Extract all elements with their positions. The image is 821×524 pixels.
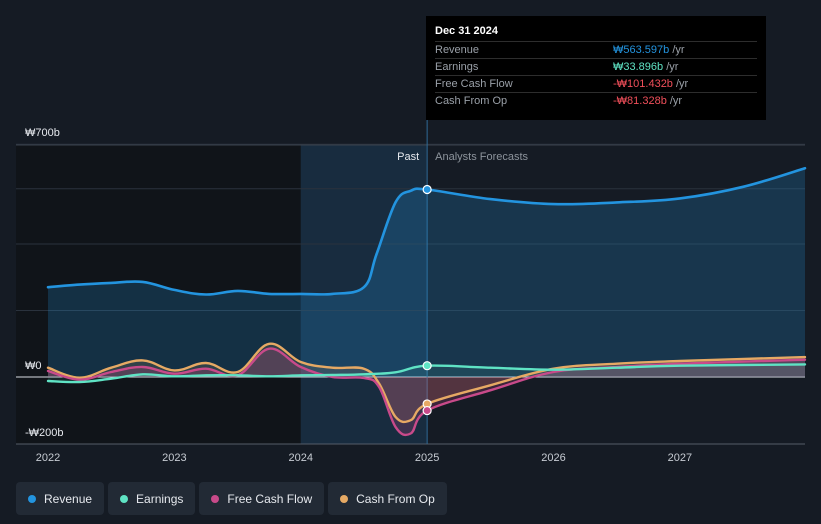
past-label: Past [397, 151, 419, 163]
legend-item-earnings[interactable]: Earnings [108, 482, 196, 515]
free-cash-flow-line [46, 347, 807, 437]
y-label-bottom: -₩200b [25, 427, 64, 439]
tooltip-row-earnings: Earnings ₩33.896b /yr [435, 58, 757, 76]
earnings-line [46, 363, 807, 384]
cash-from-op-area [48, 343, 805, 422]
x-tick-label: 2024 [289, 452, 313, 464]
legend-item-cash-from-op[interactable]: Cash From Op [328, 482, 447, 515]
x-tick-label: 2023 [162, 452, 186, 464]
tooltip-unit: /yr [672, 78, 689, 90]
chart-legend: Revenue Earnings Free Cash Flow Cash Fro… [16, 482, 447, 515]
legend-label: Cash From Op [356, 491, 435, 506]
revenue-highlight-point [422, 184, 432, 195]
free-cash-flow-area [48, 348, 805, 435]
tooltip-unit: /yr [666, 95, 683, 107]
tooltip-row-cash-from-op: Cash From Op -₩81.328b /yr [435, 92, 757, 110]
legend-label: Free Cash Flow [227, 491, 313, 506]
tooltip-unit: /yr [663, 61, 679, 73]
tooltip-row-free-cash-flow: Free Cash Flow -₩101.432b /yr [435, 75, 757, 93]
tooltip-date: Dec 31 2024 [435, 25, 498, 37]
x-tick-label: 2022 [36, 452, 60, 464]
revenue-area [48, 168, 805, 377]
earnings-highlight-point [422, 361, 432, 371]
tooltip-unit: /yr [669, 44, 685, 56]
x-tick-label: 2027 [668, 452, 692, 464]
x-tick-label: 2025 [415, 452, 439, 464]
revenue-line [46, 166, 807, 296]
past-region-bg [16, 145, 301, 444]
legend-dot-icon [28, 494, 36, 503]
tooltip-label: Earnings [435, 61, 479, 73]
tooltip-value: -₩81.328b [613, 95, 667, 107]
free-cash-flow-highlight-point [422, 405, 432, 416]
legend-label: Revenue [44, 491, 93, 506]
legend-label: Earnings [136, 491, 184, 506]
x-tick-label: 2026 [541, 452, 565, 464]
tooltip-value: ₩33.896b [613, 61, 664, 73]
tooltip-value: ₩563.597b [613, 44, 670, 56]
legend-dot-icon [120, 494, 129, 503]
tooltip-label: Revenue [435, 44, 480, 56]
legend-item-revenue[interactable]: Revenue [16, 482, 105, 515]
tooltip-panel: Dec 31 2024 Revenue ₩563.597b /yr Earnin… [426, 16, 766, 120]
tooltip-label: Cash From Op [435, 95, 508, 107]
chart-canvas: ₩700b ₩0 -₩200b 2022 2023 2024 2025 2026 2027 Pas… [16, 120, 807, 464]
y-label-zero: ₩0 [25, 360, 42, 372]
y-label-top: ₩700b [25, 127, 60, 139]
forecast-label: Analysts Forecasts [435, 151, 528, 163]
tooltip-row-revenue: Revenue ₩563.597b /yr [435, 41, 757, 59]
legend-dot-icon [340, 494, 349, 503]
legend-item-free-cash-flow[interactable]: Free Cash Flow [199, 482, 325, 515]
legend-dot-icon [211, 494, 220, 503]
cash-from-op-line [46, 342, 807, 424]
tooltip-value: -₩101.432b [613, 78, 673, 90]
tooltip-label: Free Cash Flow [435, 78, 513, 90]
